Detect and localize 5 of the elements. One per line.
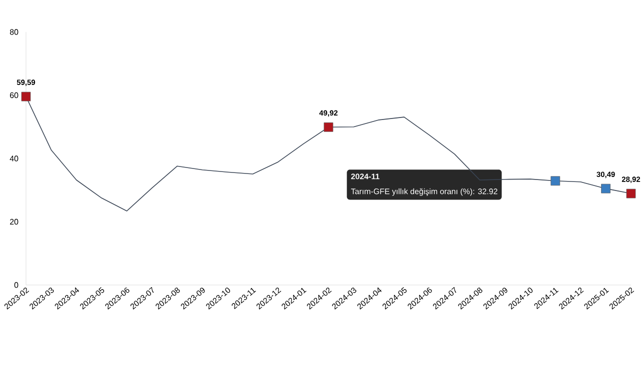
- point: [626, 188, 636, 198]
- point: [21, 92, 31, 102]
- point: [550, 176, 560, 186]
- point: [324, 122, 334, 132]
- point: [601, 184, 610, 194]
